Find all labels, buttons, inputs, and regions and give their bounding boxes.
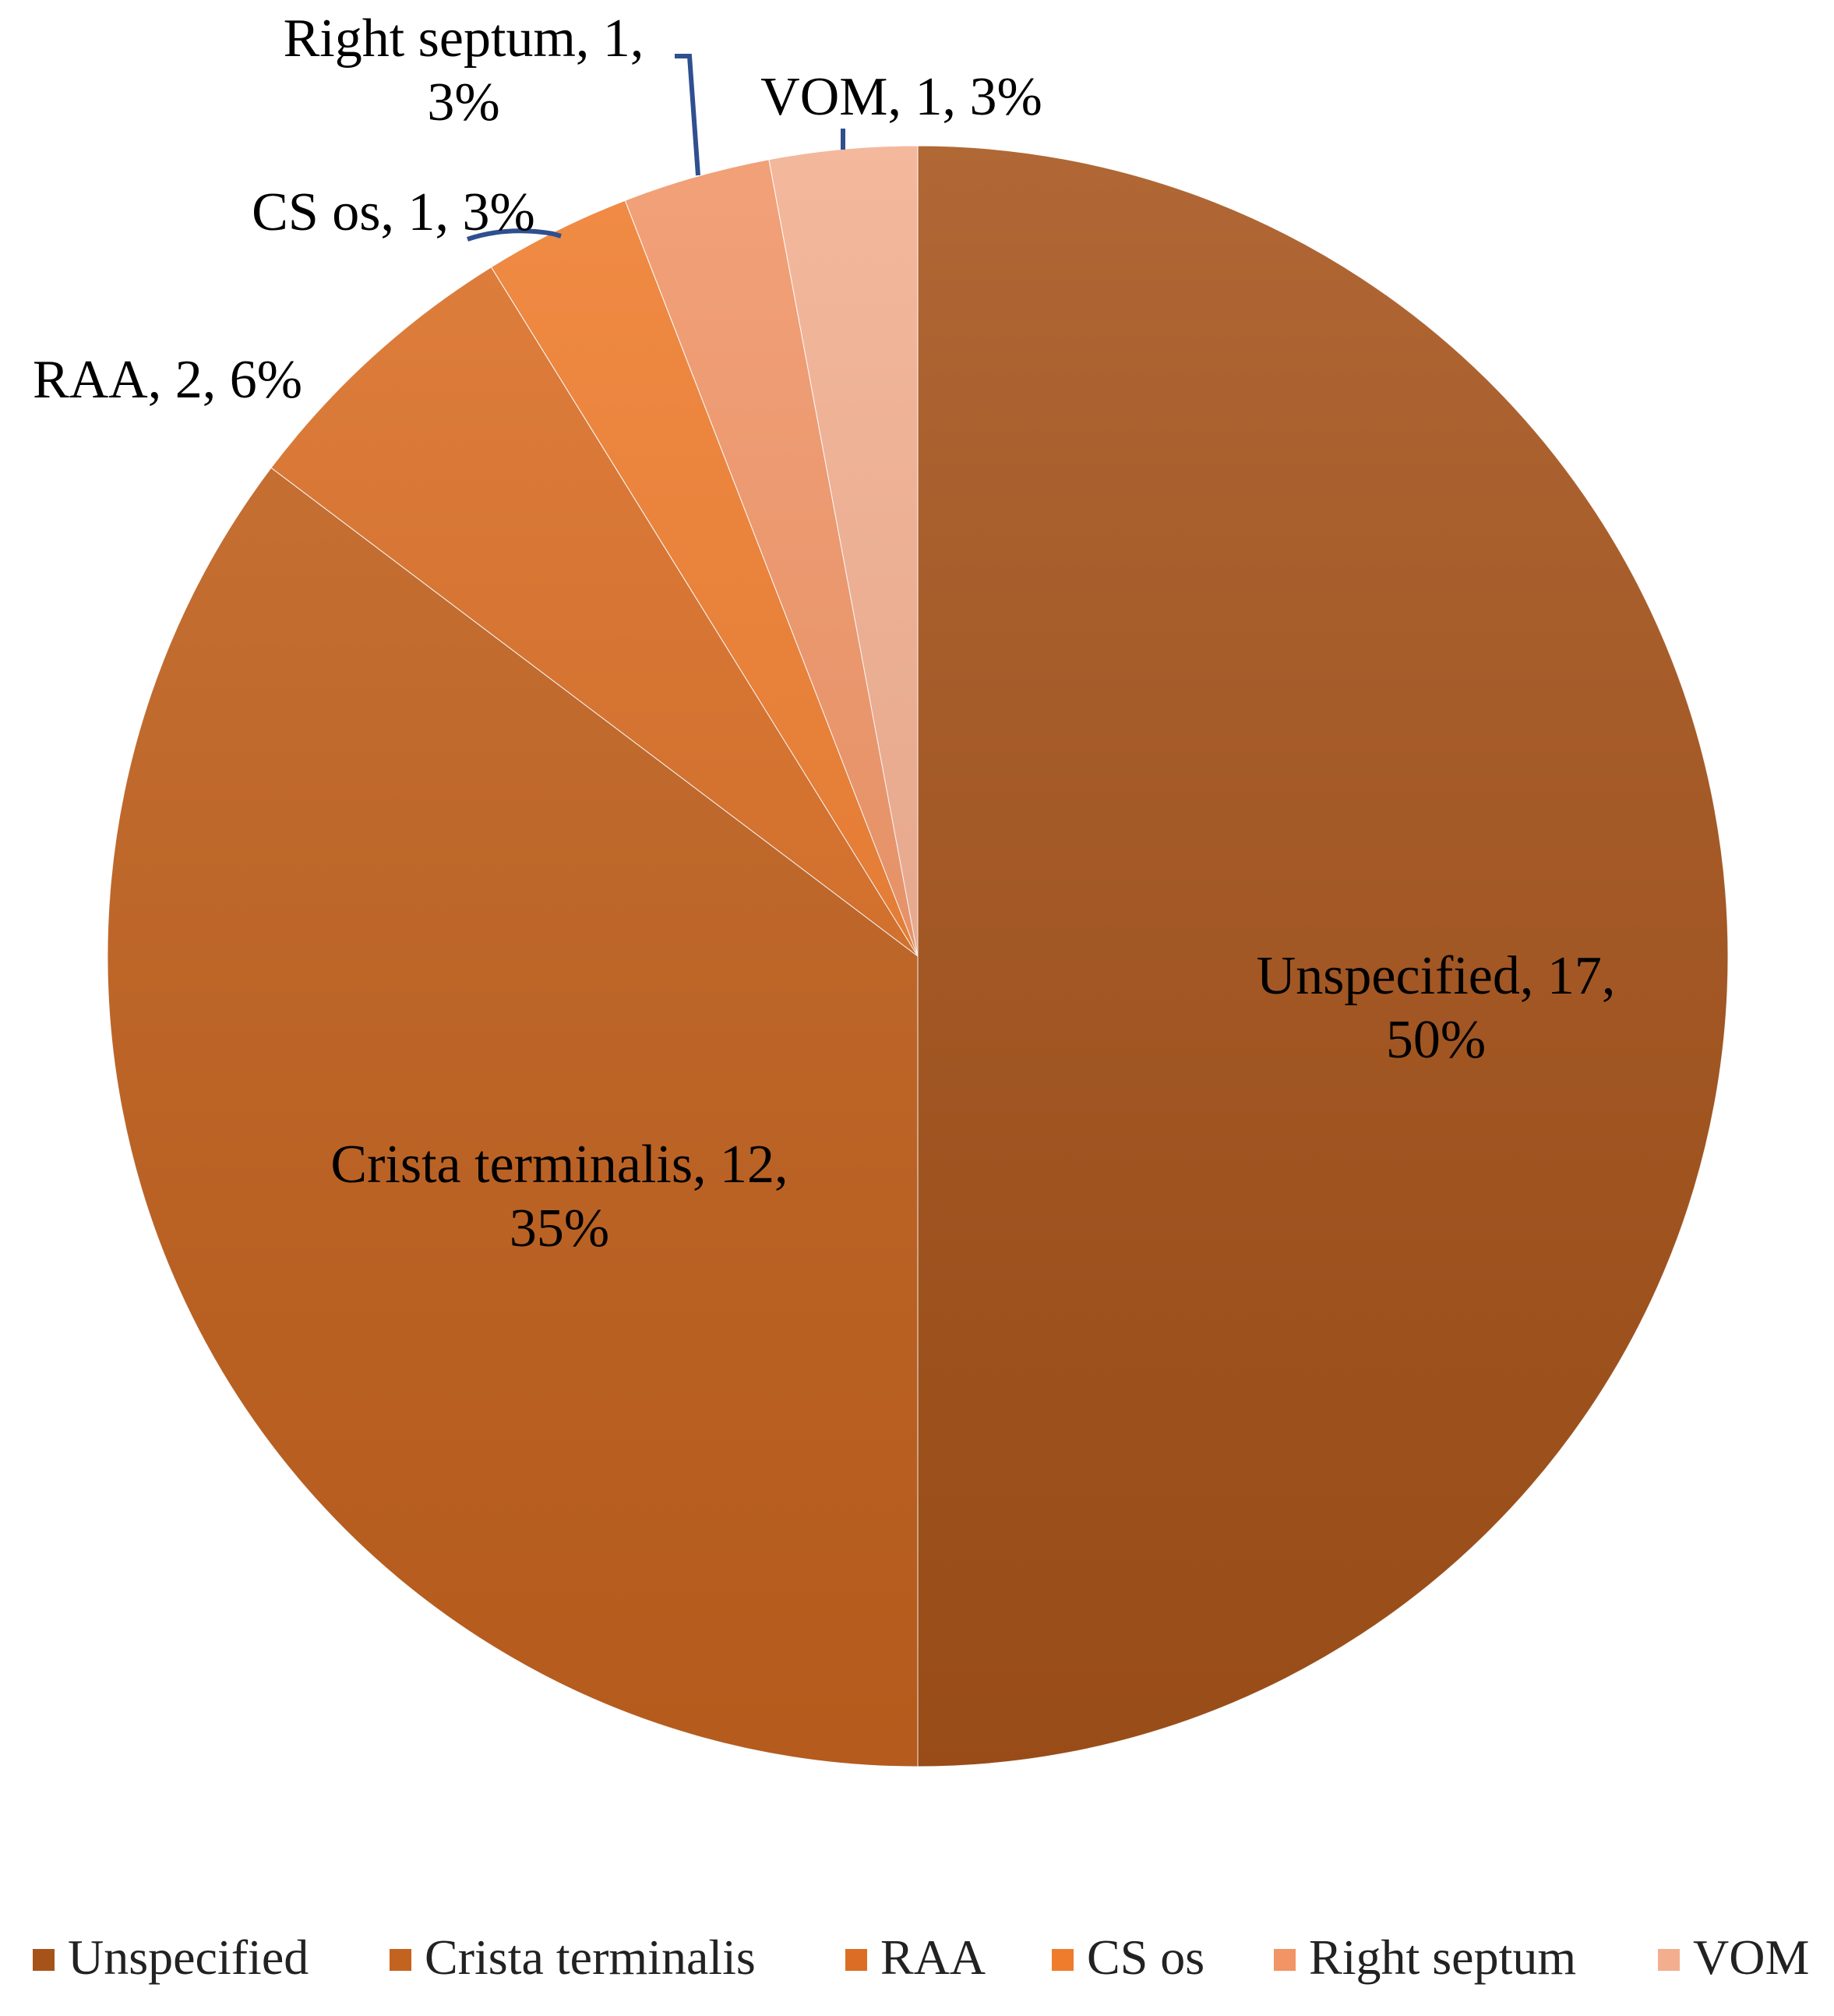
data-label-line: 50% xyxy=(1386,1010,1486,1070)
legend-label-right-septum: Right septum xyxy=(1309,1929,1576,1985)
legend-item-right-septum: Right septum xyxy=(1274,1929,1576,1985)
data-label-raa: RAA, 2, 6% xyxy=(33,350,302,410)
data-labels: Unspecified, 17, 50% Crista terminalis, 12… xyxy=(33,9,1615,1259)
legend-item-cs-os: CS os xyxy=(1052,1929,1204,1985)
legend-label-crista-terminalis: Crista terminalis xyxy=(425,1929,756,1985)
data-label-line: 3% xyxy=(427,72,499,132)
data-label-right-septum: Right septum, 1, 3% xyxy=(284,9,644,132)
legend-item-crista-terminalis: Crista terminalis xyxy=(390,1929,756,1985)
leader-line-right-septum xyxy=(675,54,700,176)
leader-lines xyxy=(467,54,845,242)
data-label-line: Crista terminalis, 12, xyxy=(330,1135,788,1195)
legend-swatch-right-septum xyxy=(1274,1949,1296,1971)
legend-label-raa: RAA xyxy=(880,1929,986,1985)
legend-item-raa: RAA xyxy=(845,1929,986,1985)
data-label-cs-os: CS os, 1, 3% xyxy=(252,182,535,242)
data-label-line: RAA, 2, 6% xyxy=(33,350,302,410)
legend-label-cs-os: CS os xyxy=(1087,1929,1204,1985)
legend-label-unspecified: Unspecified xyxy=(68,1929,309,1985)
data-label-line: CS os, 1, 3% xyxy=(252,182,535,242)
data-label-vom: VOM, 1, 3% xyxy=(760,67,1042,127)
legend-swatch-cs-os xyxy=(1052,1949,1074,1971)
data-label-line: VOM, 1, 3% xyxy=(760,67,1042,127)
legend-swatch-raa xyxy=(845,1949,867,1971)
data-label-crista-terminalis: Crista terminalis, 12, 35% xyxy=(330,1135,788,1259)
legend-swatch-unspecified xyxy=(33,1949,55,1971)
legend-label-vom: VOM xyxy=(1693,1929,1809,1985)
legend-item-vom: VOM xyxy=(1658,1929,1809,1985)
data-label-line: Right septum, 1, xyxy=(284,9,644,69)
legend-swatch-vom xyxy=(1658,1949,1680,1971)
data-label-line: Unspecified, 17, xyxy=(1257,946,1616,1006)
legend-item-unspecified: Unspecified xyxy=(33,1929,309,1985)
data-label-unspecified: Unspecified, 17, 50% xyxy=(1257,946,1616,1070)
legend: Unspecified Crista terminalis RAA CS os Righ… xyxy=(33,1929,1809,1985)
leader-line-cs-os xyxy=(467,228,562,242)
data-label-line: 35% xyxy=(510,1199,609,1259)
legend-swatch-crista-terminalis xyxy=(390,1949,411,1971)
